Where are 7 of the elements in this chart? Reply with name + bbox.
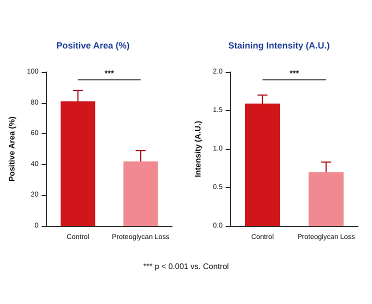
text: *** p < 0.001 vs. Control	[142, 262, 230, 271]
chart-title: Positive Area (%)	[56, 40, 130, 50]
annotation: ***	[290, 69, 300, 78]
chart-title: Staining Intensity (A.U.)	[228, 40, 330, 50]
y-axis-title: Positive Area (%)	[8, 116, 16, 182]
annotation: ***	[104, 69, 115, 78]
y-axis-title: Intensity (A.U.)	[194, 120, 202, 178]
